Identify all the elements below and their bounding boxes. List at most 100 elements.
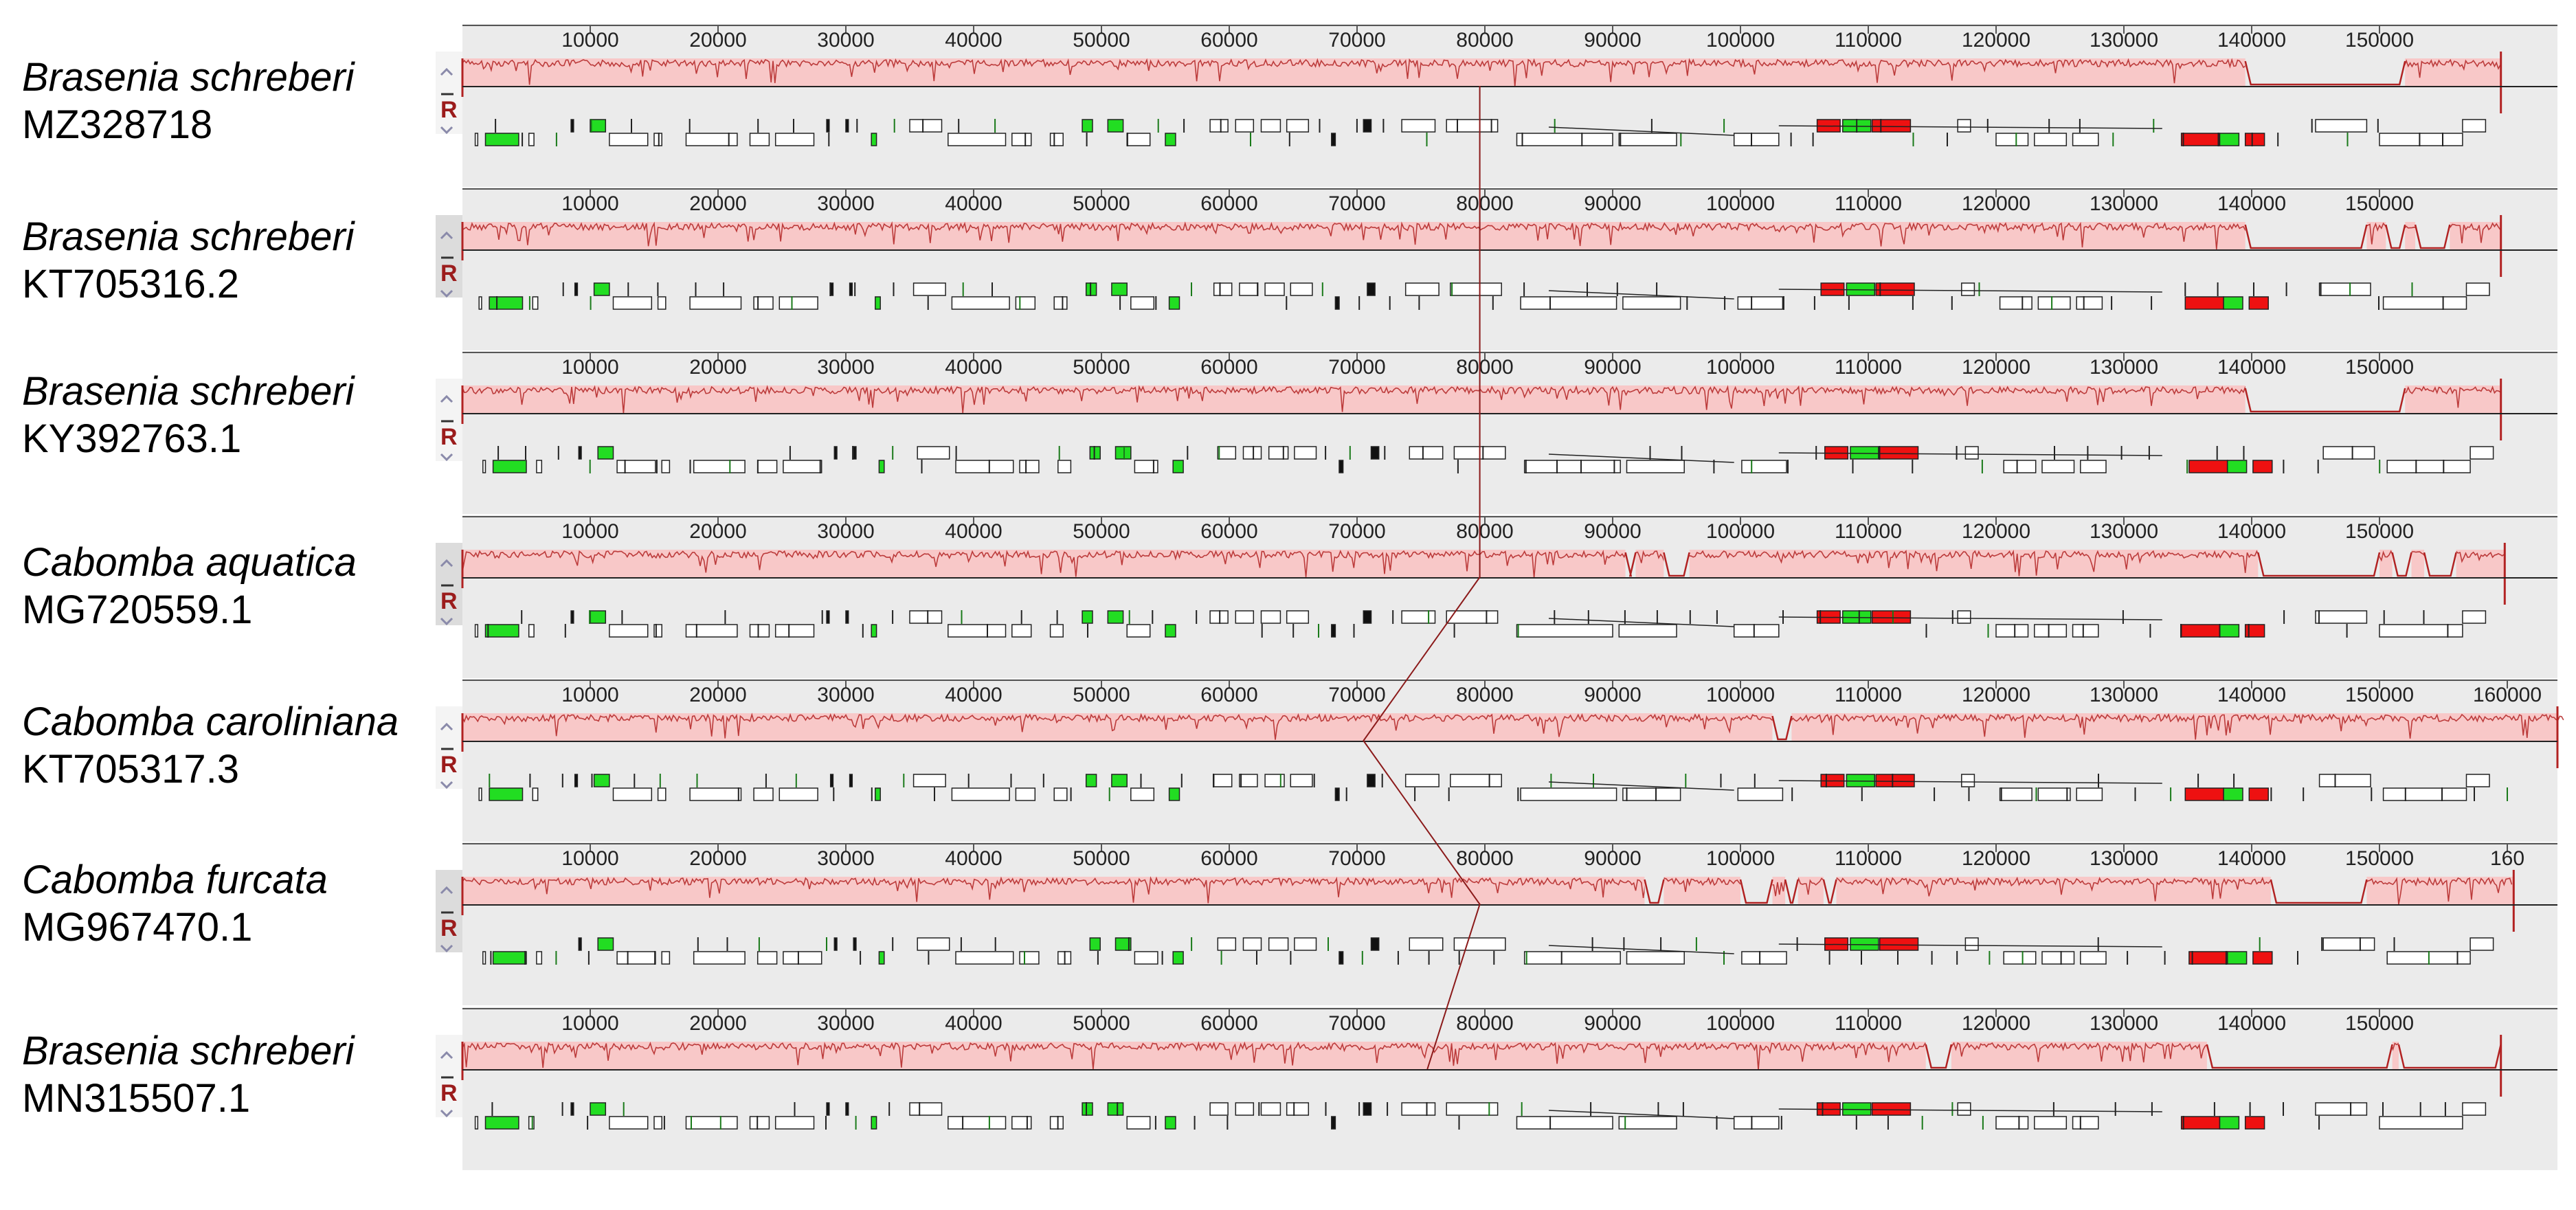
gene-feature[interactable] xyxy=(917,446,950,460)
gene-feature[interactable] xyxy=(1957,1102,1971,1116)
gene-feature[interactable] xyxy=(1446,610,1499,624)
gene-feature[interactable] xyxy=(2080,951,2107,965)
gene-feature[interactable] xyxy=(871,624,877,638)
gene-feature[interactable] xyxy=(609,133,649,146)
gene-feature[interactable] xyxy=(2034,624,2068,638)
gene-feature[interactable] xyxy=(951,787,1010,801)
gene-feature[interactable] xyxy=(951,296,1010,310)
gene-feature[interactable] xyxy=(1453,937,1506,951)
gene-feature[interactable] xyxy=(1107,1102,1124,1116)
gene-feature[interactable] xyxy=(1363,1102,1372,1116)
gene-feature[interactable] xyxy=(528,133,535,146)
gene-feature[interactable] xyxy=(878,951,885,965)
gene-feature[interactable] xyxy=(570,610,574,624)
gene-feature[interactable] xyxy=(1057,460,1072,473)
gene-feature[interactable] xyxy=(1089,937,1101,951)
gene-feature[interactable] xyxy=(590,119,607,133)
move-up-icon[interactable] xyxy=(440,722,453,731)
gene-feature[interactable] xyxy=(2379,1116,2463,1130)
gene-feature[interactable] xyxy=(1134,460,1158,473)
gene-feature[interactable] xyxy=(1367,774,1376,787)
gene-feature[interactable] xyxy=(1871,610,1912,624)
gene-feature[interactable] xyxy=(829,774,834,787)
gene-feature[interactable] xyxy=(2315,119,2368,133)
gene-feature[interactable] xyxy=(657,296,667,310)
genome-panel[interactable]: 10000 20000 30000 40000 50000 60000 70000 80000… xyxy=(436,351,2557,514)
gene-feature[interactable] xyxy=(2034,1116,2068,1130)
move-up-icon[interactable] xyxy=(440,559,453,568)
gene-feature[interactable] xyxy=(753,787,774,801)
gene-feature[interactable] xyxy=(474,133,479,146)
gene-feature[interactable] xyxy=(955,951,1014,965)
gene-feature[interactable] xyxy=(1741,951,1787,965)
gene-feature[interactable] xyxy=(1165,133,1176,146)
gene-feature[interactable] xyxy=(1107,119,1124,133)
gene-feature[interactable] xyxy=(593,282,610,296)
gene-feature[interactable] xyxy=(1995,624,2029,638)
gene-feature[interactable] xyxy=(1370,446,1380,460)
gene-feature[interactable] xyxy=(693,460,746,473)
gene-feature[interactable] xyxy=(689,787,742,801)
gene-feature[interactable] xyxy=(2226,460,2248,473)
gene-feature[interactable] xyxy=(1622,296,1681,310)
gene-feature[interactable] xyxy=(1019,951,1040,965)
gene-feature[interactable] xyxy=(590,610,607,624)
gene-feature[interactable] xyxy=(1264,282,1285,296)
gene-feature[interactable] xyxy=(1049,624,1064,638)
gene-feature[interactable] xyxy=(1961,774,1975,787)
gene-feature[interactable] xyxy=(1879,937,1919,951)
gene-feature[interactable] xyxy=(1011,624,1032,638)
gene-feature[interactable] xyxy=(1286,119,1310,133)
gene-feature[interactable] xyxy=(2188,460,2228,473)
move-down-icon[interactable] xyxy=(440,289,453,298)
gene-feature[interactable] xyxy=(489,787,524,801)
gene-feature[interactable] xyxy=(1520,296,1617,310)
gene-feature[interactable] xyxy=(2072,624,2099,638)
gene-feature[interactable] xyxy=(1334,296,1340,310)
gene-feature[interactable] xyxy=(1011,1116,1032,1130)
gene-feature[interactable] xyxy=(1964,937,1979,951)
gene-feature[interactable] xyxy=(1268,446,1289,460)
gene-feature[interactable] xyxy=(2223,296,2243,310)
gene-feature[interactable] xyxy=(1626,460,1685,473)
gene-feature[interactable] xyxy=(2462,610,2487,624)
gene-feature[interactable] xyxy=(1331,133,1336,146)
gene-feature[interactable] xyxy=(1168,787,1180,801)
gene-feature[interactable] xyxy=(912,774,946,787)
reverse-button[interactable]: R xyxy=(440,1080,458,1106)
reverse-button[interactable]: R xyxy=(440,424,458,450)
gene-feature[interactable] xyxy=(783,951,822,965)
gene-feature[interactable] xyxy=(2318,774,2371,787)
gene-feature[interactable] xyxy=(1111,282,1128,296)
reverse-button[interactable]: R xyxy=(440,588,458,614)
gene-feature[interactable] xyxy=(532,296,539,310)
gene-feature[interactable] xyxy=(1999,787,2032,801)
gene-feature[interactable] xyxy=(482,460,486,473)
gene-feature[interactable] xyxy=(1404,774,1440,787)
gene-feature[interactable] xyxy=(2252,460,2273,473)
gene-feature[interactable] xyxy=(2465,282,2490,296)
gene-feature[interactable] xyxy=(2080,460,2107,473)
gene-feature[interactable] xyxy=(1961,282,1975,296)
gene-feature[interactable] xyxy=(597,446,614,460)
gene-feature[interactable] xyxy=(1172,951,1184,965)
gene-feature[interactable] xyxy=(1268,937,1289,951)
gene-feature[interactable] xyxy=(826,119,830,133)
gene-feature[interactable] xyxy=(1235,119,1255,133)
gene-feature[interactable] xyxy=(1334,787,1340,801)
gene-feature[interactable] xyxy=(875,787,881,801)
gene-feature[interactable] xyxy=(1217,446,1237,460)
gene-feature[interactable] xyxy=(1242,937,1262,951)
gene-feature[interactable] xyxy=(1082,610,1093,624)
gene-feature[interactable] xyxy=(570,119,574,133)
gene-feature[interactable] xyxy=(1964,446,1979,460)
gene-feature[interactable] xyxy=(826,1102,830,1116)
gene-feature[interactable] xyxy=(2226,951,2248,965)
gene-feature[interactable] xyxy=(590,1102,607,1116)
gene-feature[interactable] xyxy=(1850,937,1879,951)
gene-feature[interactable] xyxy=(1622,787,1681,801)
reverse-button[interactable]: R xyxy=(440,752,458,778)
gene-feature[interactable] xyxy=(1339,951,1344,965)
gene-feature[interactable] xyxy=(1115,446,1132,460)
gene-feature[interactable] xyxy=(1409,937,1444,951)
